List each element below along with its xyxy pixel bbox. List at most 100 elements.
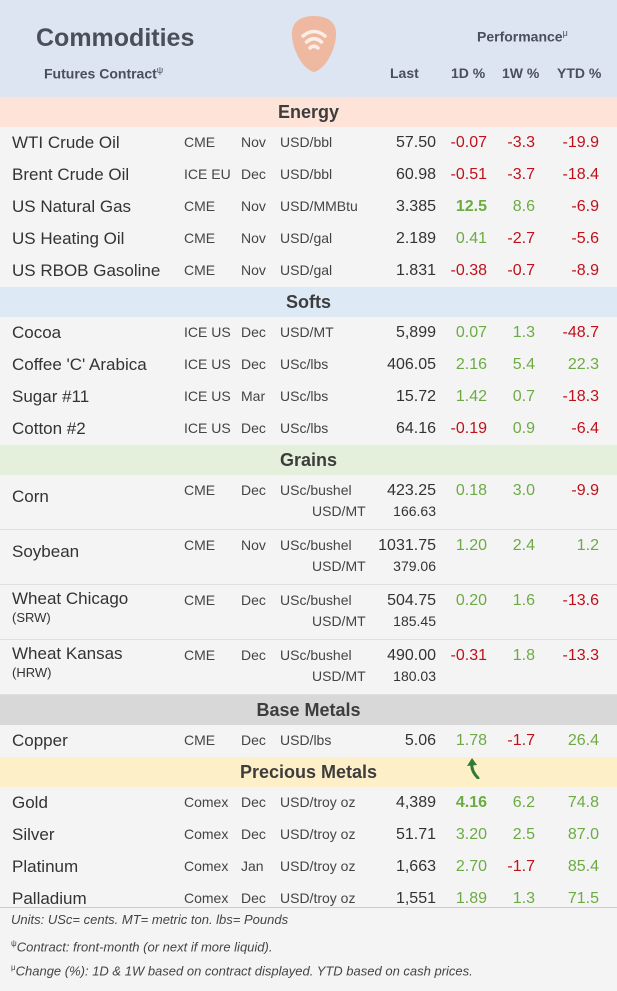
change-1d: 0.07 [455,324,487,341]
contract-month: Dec [241,324,266,340]
contract-month: Dec [241,592,266,608]
change-1d: 0.41 [455,230,487,247]
change-1w: 1.6 [512,592,535,609]
change-1d: 0.18 [455,482,487,499]
section-header-base: Base Metals [0,695,617,725]
change-1d: 4.16 [455,794,487,811]
section-header-precious: Precious Metals [0,757,617,787]
change-1d: 3.20 [455,826,487,843]
commodity-name-label: US Natural Gas [12,197,132,216]
unit: USD/troy oz [280,858,356,874]
exchange: Comex [184,858,229,874]
contract-month: Nov [241,537,266,553]
green-up-arrow-icon [467,758,480,779]
commodity-name: US RBOB Gasoline [12,261,160,281]
last-price-metric: 166.63 [393,503,436,519]
last-price: 504.75 [387,592,436,609]
contract-month: Dec [241,166,266,182]
unit: USD/bbl [280,166,333,182]
commodity-name-label: Sugar #11 [12,387,90,406]
change-1w: 1.3 [512,324,535,341]
change-1d: 1.20 [455,537,487,554]
last-price-metric: 379.06 [393,558,436,574]
table-row: Platinum Comex Jan USD/troy oz 1,663 2.70 -1.7… [0,851,617,883]
change-1d: 2.16 [455,356,487,373]
change-1d: -0.51 [450,166,487,183]
change-1w: 8.6 [512,198,535,215]
table-row: Coffee 'C' Arabica ICE US Dec USc/lbs 406.05… [0,349,617,381]
table-row: Gold Comex Dec USD/troy oz 4,389 4.16 6.2 74.8 [0,787,617,819]
signal-logo-icon [291,16,337,72]
change-ytd: -9.9 [571,482,599,499]
change-1w: 2.5 [512,826,535,843]
contract-month: Dec [241,647,266,663]
contract-month: Nov [241,198,266,214]
unit: USc/lbs [280,388,329,404]
performance-footnote-mark: μ [562,28,568,38]
change-1w: 6.2 [512,794,535,811]
contract-month: Dec [241,356,266,372]
contract-month: Nov [241,230,266,246]
change-ytd: -13.3 [562,647,599,664]
exchange: Comex [184,890,229,906]
commodity-name: Corn [12,487,49,507]
commodity-name-label: US RBOB Gasoline [12,261,161,280]
change-ytd: 22.3 [567,356,599,373]
change-ytd: -13.6 [562,592,599,609]
change-1w: 1.8 [512,647,535,664]
table-row: Wheat Kansas (HRW) CME Dec USc/bushel 490.00-… [0,640,617,695]
table-row: Palladium Comex Dec USD/troy oz 1,551 1.89 1.3… [0,883,617,915]
commodity-name-sub: (HRW) [12,665,52,680]
commodity-name: Platinum [12,857,78,877]
exchange: CME [184,537,216,553]
exchange: ICE US [184,420,231,436]
last-price: 1031.75 [378,537,436,554]
table-row: Cocoa ICE US Dec USD/MT 5,899 0.07 1.3 -48.7 [0,317,617,349]
change-1w: 0.9 [512,420,535,437]
last-price: 1,551 [395,890,436,907]
footnote-contract: ψContract: front-month (or next if more … [11,939,273,955]
commodity-name-label: Wheat Kansas [12,644,123,663]
subtitle-footnote-mark: ψ [156,65,164,75]
last-price: 51.71 [395,826,436,843]
last-price: 406.05 [387,356,436,373]
commodity-name: Copper [12,731,68,751]
commodity-name: Cotton #2 [12,419,86,439]
commodity-name: US Heating Oil [12,229,124,249]
exchange: CME [184,198,216,214]
commodity-name: Coffee 'C' Arabica [12,355,147,375]
exchange: Comex [184,826,229,842]
change-ytd: 26.4 [567,732,599,749]
exchange: CME [184,647,216,663]
change-ytd: 85.4 [567,858,599,875]
exchange: CME [184,262,216,278]
col-ytd: YTD % [557,65,602,81]
last-price: 3.385 [395,198,436,215]
footnote-change: μChange (%): 1D & 1W based on contract d… [11,963,473,979]
table-header: Commodities Futures Contractψ Performanc… [0,0,617,97]
commodity-name: Silver [12,825,55,845]
last-price: 5.06 [404,732,436,749]
change-ytd: 1.2 [576,537,599,554]
exchange: CME [184,134,216,150]
exchange: CME [184,482,216,498]
last-price: 2.189 [395,230,436,247]
unit: USD/troy oz [280,794,356,810]
commodity-name-label: Brent Crude Oil [12,165,130,184]
change-ytd: -19.9 [562,134,599,151]
exchange: CME [184,592,216,608]
change-1w: 2.4 [512,537,535,554]
commodity-name-label: Cocoa [12,323,62,342]
last-price: 5,899 [395,324,436,341]
change-1w: 3.0 [512,482,535,499]
contract-month: Dec [241,482,266,498]
change-1d: -0.19 [450,420,487,437]
commodity-name: Wheat Kansas (HRW) [12,644,123,680]
last-price: 1,663 [395,858,436,875]
contract-month: Mar [241,388,266,404]
commodity-name-label: Cotton #2 [12,419,86,438]
change-ytd: -5.6 [571,230,599,247]
last-price: 4,389 [395,794,436,811]
table-row: Cotton #2 ICE US Dec USc/lbs 64.16 -0.19 0.9 -6… [0,413,617,445]
commodity-name: WTI Crude Oil [12,133,120,153]
